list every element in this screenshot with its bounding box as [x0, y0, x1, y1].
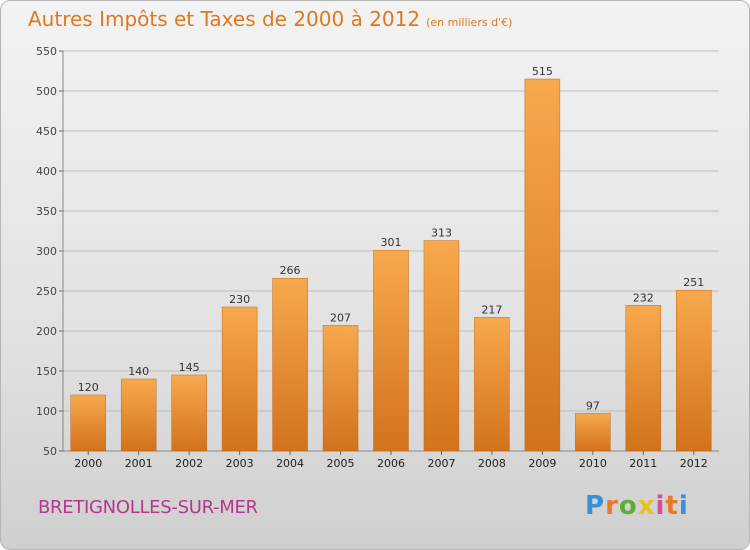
bar-2000: [70, 394, 106, 452]
bar-2011: [625, 305, 662, 452]
data-label-2007: 313: [431, 227, 452, 240]
data-label-2000: 120: [78, 381, 99, 394]
y-tick-label: 550: [36, 45, 57, 58]
proxiti-logo: Proxiti: [585, 491, 689, 521]
y-tick-label: 400: [36, 165, 57, 178]
y-tick-label: 500: [36, 85, 57, 98]
x-tick-label-2004: 2004: [276, 457, 304, 470]
bar-2010: [575, 413, 611, 452]
logo-letter: i: [678, 491, 689, 521]
bar-2003: [221, 306, 258, 452]
y-tick-label: 50: [43, 445, 57, 458]
x-tick-label-2009: 2009: [528, 457, 556, 470]
data-label-2004: 266: [280, 264, 301, 277]
logo-letter: t: [665, 491, 679, 521]
data-labels: 120 140 145 230 266 207 301 313 217 515 97 232 251: [78, 65, 705, 412]
data-label-2002: 145: [179, 361, 200, 374]
bar-2008: [474, 317, 510, 452]
y-tick-label: 200: [36, 325, 57, 338]
x-axis-ticks: 2000 2001 2002 2003 2004 2005 2006 2007 2008 2009…: [74, 451, 708, 470]
x-tick-label-2001: 2001: [125, 457, 153, 470]
x-tick-label-2010: 2010: [579, 457, 607, 470]
bars: [70, 78, 712, 452]
data-label-2005: 207: [330, 311, 351, 324]
bar-2009: [524, 78, 561, 452]
bar-2006: [373, 249, 409, 452]
logo-letter: r: [605, 491, 619, 521]
x-tick-label-2008: 2008: [478, 457, 506, 470]
data-label-2011: 232: [633, 291, 654, 304]
data-label-2008: 217: [481, 303, 502, 316]
y-tick-label: 300: [36, 245, 57, 258]
logo-letter: P: [585, 491, 606, 521]
bar-2005: [322, 325, 359, 452]
bar-2004: [272, 277, 308, 452]
data-label-2003: 230: [229, 293, 250, 306]
commune-name: BRETIGNOLLES-SUR-MER: [38, 497, 258, 518]
logo-letter: i: [655, 491, 666, 521]
x-tick-label-2006: 2006: [377, 457, 405, 470]
bar-2001: [120, 378, 157, 452]
chart-subtitle: (en milliers d'€): [426, 16, 513, 29]
y-tick-label: 450: [36, 125, 57, 138]
y-tick-label: 100: [36, 405, 57, 418]
y-tick-label: 350: [36, 205, 57, 218]
x-tick-label-2007: 2007: [427, 457, 455, 470]
bar-2012: [676, 289, 712, 452]
logo-letter: o: [618, 491, 638, 521]
x-tick-label-2003: 2003: [226, 457, 254, 470]
logo-letter: x: [637, 491, 656, 521]
x-tick-label-2000: 2000: [74, 457, 102, 470]
x-tick-label-2005: 2005: [327, 457, 355, 470]
x-tick-label-2012: 2012: [680, 457, 708, 470]
x-tick-label-2002: 2002: [175, 457, 203, 470]
data-label-2010: 97: [586, 399, 600, 412]
y-axis-ticks: 50 100 150 200 250 300 350 400 450 500 550: [36, 45, 63, 458]
data-label-2006: 301: [381, 236, 402, 249]
data-label-2009: 515: [532, 65, 553, 78]
bar-2002: [171, 374, 207, 452]
title-text: Autres Impôts et Taxes de 2000 à 2012: [28, 7, 421, 31]
bar-2007: [423, 240, 460, 452]
data-label-2012: 251: [683, 276, 704, 289]
x-tick-label-2011: 2011: [629, 457, 657, 470]
y-tick-label: 150: [36, 365, 57, 378]
y-tick-label: 250: [36, 285, 57, 298]
data-label-2001: 140: [128, 365, 149, 378]
chart-title: Autres Impôts et Taxes de 2000 à 2012 (en…: [28, 7, 512, 31]
